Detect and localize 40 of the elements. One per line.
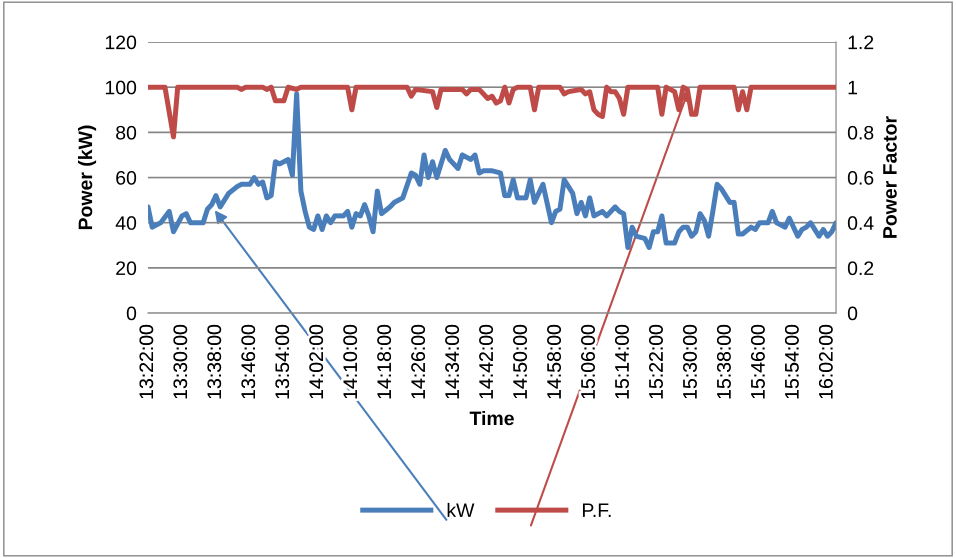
x-tick-label: 15:14:00 [615,324,629,398]
x-tick-label: 16:02:00 [818,324,833,398]
y2-tick-label: 0.4 [848,216,874,230]
legend-label: P.F. [582,504,611,517]
x-tick-label: 13:22:00 [139,324,154,398]
y-tick-label: 20 [116,261,136,276]
x-tick-label: 13:30:00 [173,324,188,398]
x-tick-label: 15:30:00 [683,324,697,398]
y2-tick-label: 0.6 [848,170,874,185]
y2-axis-title: Power Factor [883,116,897,238]
x-tick-label: 14:02:00 [309,324,324,398]
x-tick-label: 14:26:00 [411,324,426,398]
y-tick-label: 100 [106,80,136,94]
x-tick-label: 15:54:00 [784,324,799,398]
x-axis-title: Time [470,410,514,426]
x-tick-label: 14:50:00 [513,324,527,398]
x-tick-label: 13:38:00 [207,324,222,398]
legend-label: kW [448,502,474,517]
y2-tick-label: 0.2 [848,261,874,276]
x-tick-label: 15:38:00 [717,324,731,398]
y-tick-label: 80 [116,126,136,140]
x-tick-label: 14:58:00 [547,324,561,398]
x-tick-label: 13:46:00 [241,324,256,398]
y-tick-label: 0 [126,306,136,320]
x-tick-label: 14:42:00 [479,324,493,398]
y2-tick-label: 1.2 [848,35,874,50]
y-tick-label: 40 [116,216,136,230]
x-tick-label: 13:54:00 [275,324,290,398]
x-tick-label: 14:34:00 [445,324,459,398]
x-tick-label: 14:18:00 [377,324,392,398]
x-tick-label: 15:06:00 [581,324,595,398]
y-tick-label: 120 [106,35,136,50]
x-tick-label: 15:46:00 [751,324,765,398]
y2-tick-label: 0.8 [848,126,874,140]
x-tick-label: 15:22:00 [649,324,663,398]
y-axis-title: Power (kW) [78,126,96,230]
x-tick-label: 14:10:00 [343,324,358,398]
y-tick-label: 60 [116,170,136,185]
y2-tick-label: 1 [848,80,857,94]
y2-tick-label: 0 [848,306,858,320]
